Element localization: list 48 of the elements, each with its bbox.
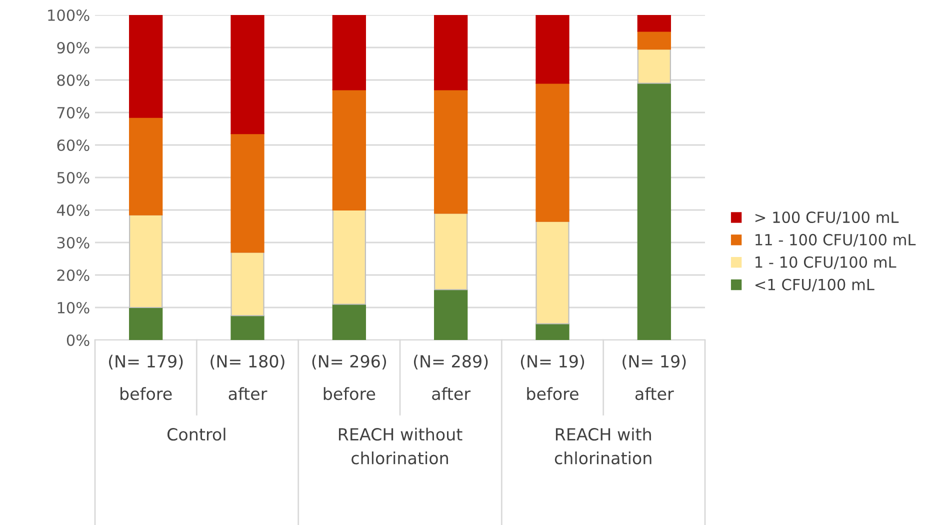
bar <box>332 89 366 211</box>
bar <box>434 289 468 340</box>
bar <box>332 209 366 305</box>
text: REACH without chlorination <box>338 428 462 464</box>
bar <box>230 133 264 253</box>
bar <box>536 82 570 222</box>
bar <box>230 15 264 134</box>
bar <box>434 212 468 290</box>
legend-label: > 100 CFU/100 mL <box>755 211 899 224</box>
legend-label: 1 - 10 CFU/100 mL <box>756 256 896 270</box>
x-tick-label: (N= 19) before <box>520 354 584 400</box>
legend-label: <1 CFU/100 mL <box>755 278 874 292</box>
bar <box>129 15 163 118</box>
bar <box>129 116 163 216</box>
bar <box>434 15 468 90</box>
bar <box>536 15 570 84</box>
y-tick-label: 30% <box>57 236 90 249</box>
y-tick-label: 70% <box>57 106 90 119</box>
x-tick-label: (N= 19) after <box>622 354 686 400</box>
y-tick-label: 90% <box>57 42 90 54</box>
bar <box>129 306 163 340</box>
y-tick-label: 10% <box>58 302 90 314</box>
y-tick-label: 80% <box>57 74 90 86</box>
text: REACH with chlorination <box>554 428 652 464</box>
y-tick-label: 50% <box>57 172 90 184</box>
bar <box>536 323 570 340</box>
y-tick-label: 100% <box>48 9 90 22</box>
bar <box>230 315 264 340</box>
x-tick-label: (N= 296) before <box>312 354 386 400</box>
bar <box>434 89 468 214</box>
y-tick-label: 20% <box>57 269 90 282</box>
y-tick-label: 0% <box>66 334 90 346</box>
y-tick-label: 60% <box>57 139 90 152</box>
x-tick-label: (N= 289) after <box>414 354 488 400</box>
bar <box>637 82 671 340</box>
bar <box>536 220 570 324</box>
bar <box>637 48 671 84</box>
bar <box>332 15 366 90</box>
x-tick-label: (N= 179) before <box>108 354 183 400</box>
y-tick-label: 40% <box>56 204 90 216</box>
bar <box>637 15 671 32</box>
text: Control <box>167 428 226 441</box>
bar <box>230 252 264 316</box>
bar <box>332 304 366 340</box>
bar <box>637 30 671 50</box>
legend-label: 11 - 100 CFU/100 mL <box>756 234 916 247</box>
bar <box>129 214 163 308</box>
x-tick-label: (N= 180) after <box>210 354 284 400</box>
